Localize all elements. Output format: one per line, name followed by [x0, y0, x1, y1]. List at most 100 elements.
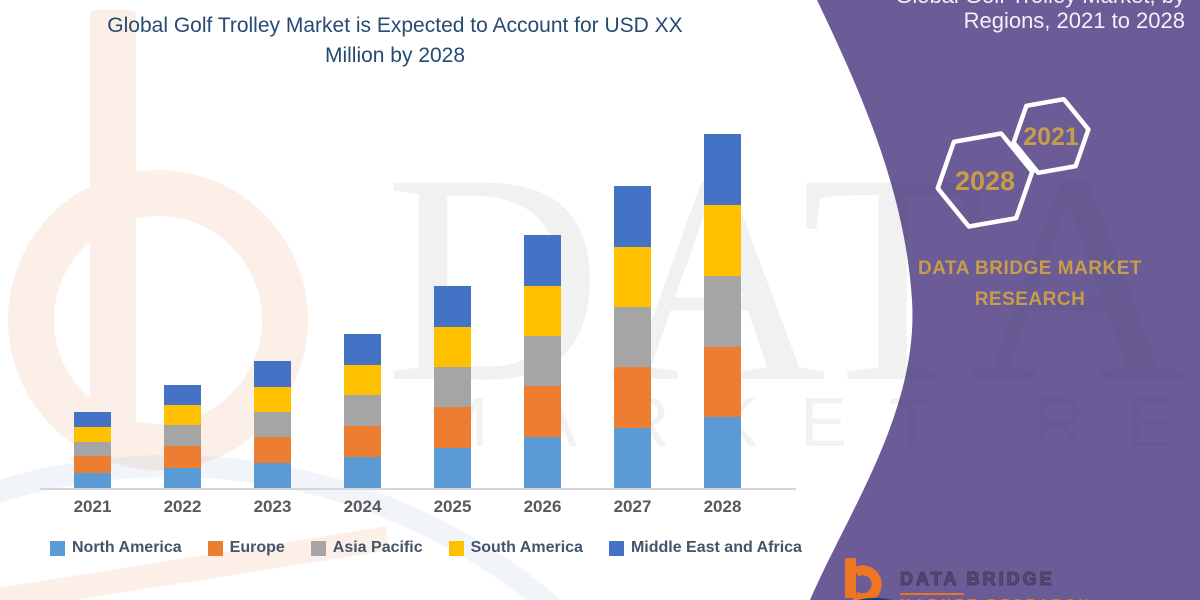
- hexagon-2028: [935, 131, 1035, 229]
- bar-segment: [704, 205, 741, 276]
- header-right-line1-clipped: Global Golf Trolley Market, by: [880, 0, 1185, 8]
- legend-label: Middle East and Africa: [630, 539, 802, 556]
- chart-title-line1: Global Golf Trolley Market is Expected t…: [107, 14, 683, 37]
- x-axis-label: 2021: [73, 497, 112, 516]
- x-axis-label: 2024: [343, 497, 382, 516]
- hexagon-2021-label: 2021: [1023, 123, 1079, 151]
- bar-segment: [254, 361, 291, 387]
- bar-segment: [344, 457, 381, 488]
- bar-segment: [74, 456, 111, 473]
- bar-segment: [74, 473, 111, 488]
- bar-segment: [434, 367, 471, 407]
- bar-segment: [74, 427, 111, 442]
- bar-segment: [524, 386, 561, 437]
- legend-label: Europe: [229, 539, 285, 556]
- x-axis-label: 2025: [433, 497, 472, 516]
- bar-segment: [614, 367, 651, 428]
- x-axis-label: 2023: [253, 497, 292, 516]
- bar-segment: [74, 442, 111, 456]
- bar-segment: [74, 412, 111, 427]
- bar-2026: [524, 235, 561, 488]
- x-axis-label: 2022: [163, 497, 202, 516]
- legend-swatch: [448, 540, 464, 556]
- bar-segment: [344, 334, 381, 365]
- footer-logo-b-bowl: [852, 565, 882, 600]
- bar-segment: [614, 186, 651, 247]
- bar-2025: [434, 286, 471, 488]
- bar-2021: [74, 412, 111, 488]
- footer-logo-b-stem: [845, 558, 856, 598]
- bar-segment: [524, 286, 561, 336]
- bar-plot-area: [40, 120, 796, 490]
- hexagon-2021: [1011, 96, 1091, 176]
- legend-label: Asia Pacific: [332, 539, 423, 556]
- x-axis-label: 2026: [523, 497, 562, 516]
- bar-segment: [704, 276, 741, 347]
- bar-segment: [254, 387, 291, 412]
- bar-segment: [524, 336, 561, 386]
- bar-segment: [164, 446, 201, 468]
- x-axis-labels: 2021 2022 2023 2024 2025 2026 2027 2028: [40, 497, 796, 521]
- legend: North America Europe Asia Pacific South Ame…: [50, 539, 810, 557]
- x-axis-label: 2028: [703, 497, 742, 516]
- bar-2023: [254, 361, 291, 488]
- legend-swatch: [50, 540, 65, 556]
- bar-segment: [524, 437, 561, 488]
- bar-segment: [704, 417, 741, 488]
- hexagon-2028-outline: [935, 131, 1035, 229]
- bar-segment: [524, 235, 561, 286]
- legend-item: South America: [448, 539, 583, 557]
- legend-item: Europe: [207, 539, 285, 557]
- legend-item: North America: [50, 539, 182, 557]
- x-axis-label: 2027: [613, 497, 652, 516]
- bar-2028: [704, 134, 741, 488]
- header-right-line2: Regions, 2021 to 2028: [963, 8, 1185, 33]
- chart-title-line2: Million by 2028: [324, 44, 466, 67]
- bar-segment: [254, 437, 291, 463]
- footer-logo-text: DATA BRIDGE: [900, 569, 1055, 590]
- chart-title: Global Golf Trolley Market is Expected t…: [30, 11, 760, 71]
- bar-segment: [704, 134, 741, 205]
- bar-segment: [434, 286, 471, 327]
- legend-swatch: [310, 540, 326, 556]
- bar-2024: [344, 334, 381, 488]
- footer-logo-mark: [845, 558, 892, 600]
- bar-segment: [344, 426, 381, 457]
- legend-label: North America: [72, 539, 182, 556]
- legend-swatch: [608, 540, 624, 556]
- bar-2022: [164, 385, 201, 488]
- bar-segment: [614, 428, 651, 488]
- bar-segment: [344, 365, 381, 395]
- bar-segment: [164, 405, 201, 425]
- bar-segment: [614, 247, 651, 307]
- bar-segment: [614, 307, 651, 367]
- brand-text-line2: RESEARCH: [974, 289, 1086, 310]
- legend-label: South America: [470, 539, 583, 556]
- watermark-text-big: DATA BRIDGE: [385, 112, 1200, 444]
- hexagon-2021-outline: [1011, 96, 1091, 176]
- bar-segment: [434, 407, 471, 448]
- footer-logo-swoosh: [858, 597, 892, 600]
- hexagon-badges: 2028 2021: [935, 96, 1091, 229]
- hexagon-2028-label: 2028: [955, 166, 1015, 196]
- legend-item: Middle East and Africa: [608, 539, 802, 557]
- bar-segment: [164, 425, 201, 446]
- bar-segment: [254, 412, 291, 437]
- bar-segment: [164, 468, 201, 488]
- bar-segment: [164, 385, 201, 405]
- footer-logo-underline: [900, 593, 964, 595]
- brand-text: DATA BRIDGE MARKET RESEARCH: [870, 253, 1190, 315]
- bar-segment: [344, 395, 381, 426]
- legend-item: Asia Pacific: [310, 539, 423, 557]
- legend-swatch: [207, 540, 223, 556]
- bar-segment: [254, 463, 291, 488]
- bar-segment: [704, 347, 741, 417]
- bar-segment: [434, 448, 471, 488]
- bar-2027: [614, 186, 651, 488]
- bar-segment: [434, 327, 471, 367]
- footer-logo-subtext: MARKET RESEARCH: [900, 596, 1092, 600]
- footer-logo: DATA BRIDGE MARKET RESEARCH: [842, 556, 1122, 600]
- brand-text-line1: DATA BRIDGE MARKET: [918, 258, 1142, 279]
